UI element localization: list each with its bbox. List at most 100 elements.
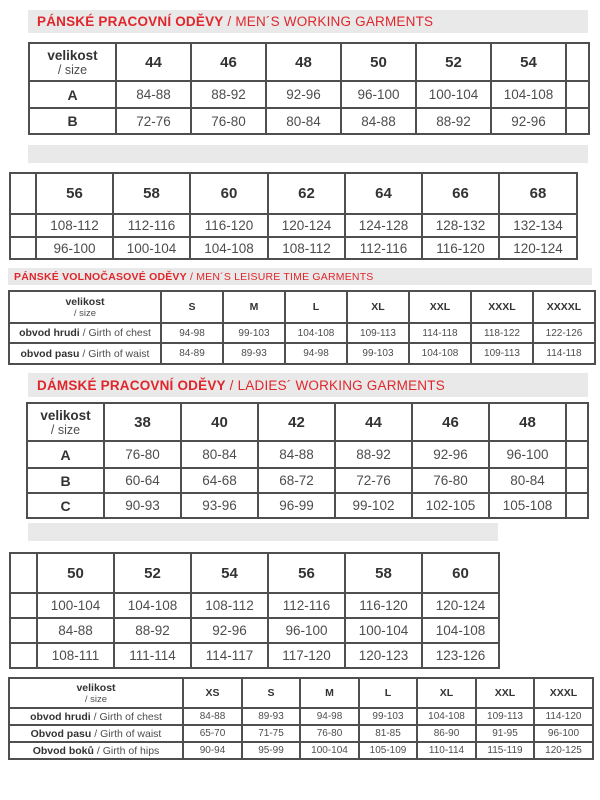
row-label-bold: obvod hrudi xyxy=(30,710,91,723)
value-cell: 100-104 xyxy=(112,236,191,260)
value-cell: 116-120 xyxy=(421,236,500,260)
table-row: B 60-64 64-68 68-72 72-76 76-80 80-84 xyxy=(26,467,589,494)
value-cell: 112-116 xyxy=(112,213,191,238)
value-cell: 108-112 xyxy=(267,236,346,260)
size-col-header: 46 xyxy=(411,402,490,442)
value-cell: 109-113 xyxy=(346,322,410,344)
corner-sublabel: / size xyxy=(50,422,81,437)
value-cell: 92-96 xyxy=(190,617,269,644)
value-cell: 96-100 xyxy=(35,236,114,260)
size-col-header: L xyxy=(358,677,418,709)
size-col-header: 60 xyxy=(421,552,500,594)
size-col-header: 44 xyxy=(334,402,413,442)
value-cell: 92-96 xyxy=(490,107,567,135)
value-cell: 88-92 xyxy=(190,80,267,109)
value-cell: 90-93 xyxy=(103,492,182,519)
value-cell: 95-99 xyxy=(241,741,301,760)
table-row: 108-112 112-116 116-120 120-124 124-128 128-1… xyxy=(9,213,578,238)
value-cell: 88-92 xyxy=(334,440,413,469)
size-col-header: L xyxy=(284,290,348,324)
value-cell: 71-75 xyxy=(241,724,301,743)
cut-column-cell xyxy=(9,642,38,669)
table-row: B 72-76 76-80 80-84 84-88 88-92 92-96 xyxy=(28,107,590,135)
size-col-header: M xyxy=(222,290,286,324)
value-cell: 117-120 xyxy=(267,642,346,669)
value-cell: 102-105 xyxy=(411,492,490,519)
title-english: / LADIES´ WORKING GARMENTS xyxy=(225,377,445,393)
row-label-bold: C xyxy=(60,497,71,514)
table-row: 100-104 104-108 108-112 112-116 116-120 120-1… xyxy=(9,592,500,619)
row-label-bold: obvod hrudi xyxy=(19,327,80,339)
value-cell: 84-88 xyxy=(36,617,115,644)
mens-leisure-table: velikost / size S M L XL XXL XXXL XXXXL obvod hru… xyxy=(8,290,596,365)
cut-column-cell xyxy=(9,236,37,260)
value-cell: 93-96 xyxy=(180,492,259,519)
value-cell: 120-125 xyxy=(533,741,594,760)
table-row: 84-88 88-92 92-96 96-100 100-104 104-108 xyxy=(9,617,500,644)
value-cell: 114-120 xyxy=(533,707,594,726)
value-cell: 124-128 xyxy=(344,213,423,238)
table-row: obvod hrudi / Girth of chest 94-98 99-103 1… xyxy=(8,322,596,344)
value-cell: 120-123 xyxy=(344,642,423,669)
value-cell: 128-132 xyxy=(421,213,500,238)
title-czech: DÁMSKÉ PRACOVNÍ ODĚVY xyxy=(37,377,226,393)
value-cell: 72-76 xyxy=(334,467,413,494)
size-col-header: XXL xyxy=(408,290,472,324)
row-label: A xyxy=(26,440,105,469)
value-cell: 100-104 xyxy=(344,617,423,644)
table-row: 108-111 111-114 114-117 117-120 120-123 123-1… xyxy=(9,642,500,669)
value-cell: 84-89 xyxy=(160,342,224,365)
value-cell: 84-88 xyxy=(115,80,192,109)
value-cell: 116-120 xyxy=(344,592,423,619)
row-label: C xyxy=(26,492,105,519)
value-cell: 60-64 xyxy=(103,467,182,494)
size-col-header: 44 xyxy=(115,42,192,82)
row-label: B xyxy=(26,467,105,494)
value-cell: 92-96 xyxy=(411,440,490,469)
value-cell: 94-98 xyxy=(160,322,224,344)
value-cell: 109-113 xyxy=(470,342,534,365)
row-label-bold: Obvod boků xyxy=(32,744,94,757)
row-label-bold: obvod pasu xyxy=(20,347,80,360)
value-cell: 92-96 xyxy=(265,80,342,109)
value-cell: 104-108 xyxy=(490,80,567,109)
value-cell: 99-103 xyxy=(222,322,286,344)
row-label-rest: / Girth of chest xyxy=(79,327,151,339)
row-label: Obvod boků / Girth of hips xyxy=(8,741,184,760)
value-cell: 88-92 xyxy=(415,107,492,135)
value-cell: 114-117 xyxy=(190,642,269,669)
row-label-bold: B xyxy=(67,113,78,129)
size-col-header: 48 xyxy=(488,402,567,442)
ladies-working-table-1: velikost / size 38 40 42 44 46 48 A 76-80 80-84 84-… xyxy=(26,402,589,519)
size-col-header: 38 xyxy=(103,402,182,442)
row-label-bold: A xyxy=(67,86,78,103)
mens-working-title: PÁNSKÉ PRACOVNÍ ODĚVY / MEN´S WORKING GA… xyxy=(28,10,588,33)
row-label-bold: A xyxy=(60,446,71,463)
size-col-header: XXXL xyxy=(470,290,534,324)
mens-working-table-2: 56 58 60 62 64 66 68 108-112 112-116 116-120 120-1… xyxy=(9,172,578,260)
ladies-working-table-2: 50 52 54 56 58 60 100-104 104-108 108-112 112-116… xyxy=(9,552,500,669)
title-english: / MEN´S LEISURE TIME GARMENTS xyxy=(186,270,374,283)
value-cell: 89-93 xyxy=(241,707,301,726)
value-cell: 122-126 xyxy=(532,322,596,344)
value-cell: 65-70 xyxy=(182,724,243,743)
value-cell: 112-116 xyxy=(344,236,423,260)
cut-column-cell xyxy=(565,467,589,494)
value-cell: 104-108 xyxy=(189,236,269,260)
value-cell: 114-118 xyxy=(408,322,472,344)
value-cell: 81-85 xyxy=(358,724,418,743)
size-col-header: 46 xyxy=(190,42,267,82)
value-cell: 96-100 xyxy=(340,80,417,109)
mens-working-table-1: velikost / size 44 46 48 50 52 54 A 84-88 88-92 92-… xyxy=(28,42,590,135)
size-col-header: 40 xyxy=(180,402,259,442)
value-cell: 104-108 xyxy=(421,617,500,644)
value-cell: 108-112 xyxy=(190,592,269,619)
divider-bar xyxy=(28,145,588,163)
size-col-header: XXXL xyxy=(533,677,594,709)
value-cell: 96-99 xyxy=(257,492,336,519)
corner-sublabel: / size xyxy=(84,693,108,705)
table-row: obvod pasu / Girth of waist 84-89 89-93 94-… xyxy=(8,342,596,365)
value-cell: 84-88 xyxy=(257,440,336,469)
value-cell: 114-118 xyxy=(532,342,596,365)
